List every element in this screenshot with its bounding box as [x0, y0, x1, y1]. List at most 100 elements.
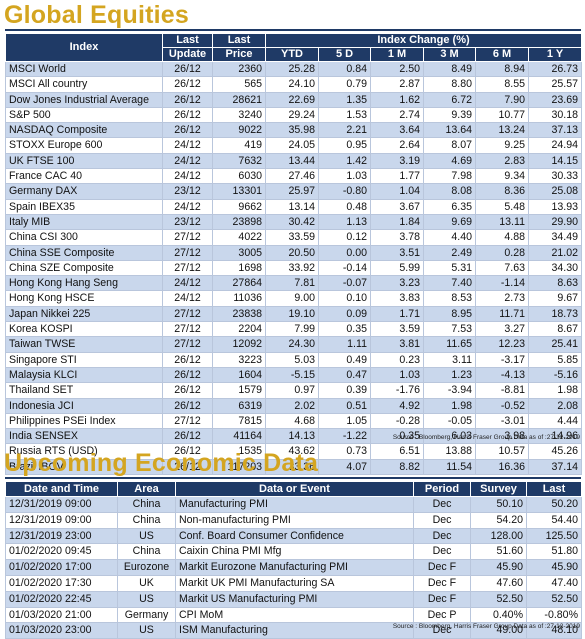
- 5d-change: 1.11: [318, 336, 371, 353]
- table-row: China CSI 300 27/12 4022 33.59 0.12 3.78 4.40 4…: [5, 229, 583, 246]
- last-update: 24/12: [162, 290, 213, 307]
- header-event: Data or Event: [175, 481, 414, 497]
- 1y-change: 30.33: [527, 168, 583, 185]
- table-row: Malaysia KLCI 26/12 1604 -5.15 0.47 1.03 1.23-…: [5, 366, 583, 384]
- 3m-change: 4.69: [423, 152, 476, 170]
- last-price: 28621: [212, 91, 266, 108]
- 6m-change: 7.63: [475, 259, 529, 277]
- last-update: 26/12: [162, 351, 213, 368]
- header-index: Index: [5, 33, 163, 62]
- 5d-change: 1.03: [318, 168, 371, 185]
- 5d-change: 0.95: [318, 137, 371, 154]
- 6m-change: -3.01: [475, 412, 529, 430]
- last-price: 117203: [212, 458, 266, 476]
- 1m-change: 3.81: [370, 336, 424, 353]
- table-row: Brazil IBOV 26/12 117203 33.36 4.07 8.82 11.54…: [5, 458, 583, 476]
- period: Dec: [413, 511, 471, 529]
- 6m-change: -4.13: [475, 366, 529, 384]
- period: Dec: [413, 496, 471, 513]
- last-update: 26/12: [162, 91, 213, 108]
- last-price: 1604: [212, 366, 266, 384]
- header-ytd: YTD: [265, 47, 319, 62]
- title-divider: [5, 477, 581, 479]
- 6m-change: 10.57: [475, 443, 529, 460]
- last-value: 50.20: [526, 496, 582, 513]
- area: China: [117, 496, 176, 513]
- 6m-change: 9.25: [475, 137, 529, 154]
- header-last-update: Last: [162, 33, 213, 48]
- 5d-change: 0.48: [318, 198, 371, 215]
- 6m-change: -3.17: [475, 351, 529, 368]
- 3m-change: 8.95: [423, 305, 476, 323]
- 1y-change: 34.30: [527, 259, 583, 277]
- 3m-change: 8.80: [423, 76, 476, 93]
- table-row: Thailand SET 26/12 1579 0.97 0.39 -1.76 -3.94-…: [5, 382, 583, 399]
- last-update: 24/12: [162, 168, 213, 185]
- index-name: MSCI World: [5, 60, 163, 78]
- 3m-change: 8.07: [423, 137, 476, 154]
- last-price: 3240: [212, 106, 266, 124]
- last-price: 23898: [212, 213, 266, 231]
- table-row: MSCI World 26/12 2360 25.28 0.84 2.50 8.49 8.94…: [5, 60, 583, 78]
- 1y-change: 14.15: [527, 152, 583, 170]
- period: Dec: [413, 543, 471, 561]
- 3m-change: 11.65: [423, 336, 476, 353]
- ytd-change: 27.46: [265, 168, 319, 185]
- index-name: Hong Kong HSCE: [5, 290, 163, 307]
- 1m-change: 1.04: [370, 183, 424, 200]
- last-update: 23/12: [162, 213, 213, 231]
- date-time: 01/03/2020 23:00: [5, 622, 118, 639]
- table-row: 12/31/2019 09:00 China Manufacturing PMI De…: [5, 496, 582, 513]
- header-last: Last: [526, 481, 582, 497]
- 1y-change: 13.93: [527, 198, 583, 215]
- last-price: 9022: [212, 122, 266, 139]
- survey-value: 49.00: [470, 622, 527, 639]
- 1m-change: 1.77: [370, 168, 424, 185]
- 3m-change: 13.64: [423, 122, 476, 139]
- last-price: 3223: [212, 351, 266, 368]
- last-update: 23/12: [162, 183, 213, 200]
- ytd-change: 7.99: [265, 321, 319, 338]
- ytd-change: 0.97: [265, 382, 319, 399]
- global-equities-table: Index Last Last Index Change (%) Update …: [5, 33, 583, 476]
- 3m-change: 13.88: [423, 443, 476, 460]
- event-name: ISM Manufacturing: [175, 622, 414, 639]
- 1y-change: 18.73: [527, 305, 583, 323]
- last-price: 1579: [212, 382, 266, 399]
- 3m-change: 7.53: [423, 321, 476, 338]
- 1y-change: 29.90: [527, 213, 583, 231]
- 6m-change: 8.55: [475, 76, 529, 93]
- last-update: 24/12: [162, 275, 213, 292]
- 5d-change: -1.22: [318, 428, 371, 445]
- 5d-change: 1.42: [318, 152, 371, 170]
- last-price: 23838: [212, 305, 266, 323]
- index-name: Korea KOSPI: [5, 321, 163, 338]
- 1m-change: 0.35: [370, 428, 424, 445]
- 3m-change: 7.98: [423, 168, 476, 185]
- 5d-change: 4.07: [318, 458, 371, 476]
- table-row: Indonesia JCI 26/12 6319 2.02 0.51 4.92 1.98 -0…: [5, 397, 583, 414]
- date-time: 01/02/2020 17:30: [5, 574, 118, 592]
- area: Eurozone: [117, 559, 176, 576]
- 1y-change: 1.98: [527, 382, 583, 399]
- index-name: Taiwan TWSE: [5, 336, 163, 353]
- 5d-change: 1.13: [318, 213, 371, 231]
- 1y-change: 24.94: [527, 137, 583, 154]
- index-name: S&P 500: [5, 106, 163, 124]
- 1y-change: 14.96: [527, 428, 583, 445]
- table-row: Russia RTS (USD) 26/12 1535 43.62 0.73 6.51 13…: [5, 443, 583, 460]
- table-row: Hong Kong Hang Seng 24/12 27864 7.81 -0.07 3.…: [5, 275, 583, 292]
- survey-value: 45.90: [470, 559, 527, 576]
- ytd-change: 5.03: [265, 351, 319, 368]
- table-row: Germany DAX 23/12 13301 25.97 -0.80 1.04 8.08 8…: [5, 183, 583, 200]
- ytd-change: 25.97: [265, 183, 319, 200]
- table-row: Singapore STI 26/12 3223 5.03 0.49 0.23 3.11 -3…: [5, 351, 583, 368]
- header-1m: 1 M: [370, 47, 424, 62]
- 3m-change: 3.11: [423, 351, 476, 368]
- 5d-change: 2.21: [318, 122, 371, 139]
- date-time: 01/02/2020 09:45: [5, 543, 118, 561]
- 1m-change: 1.84: [370, 213, 424, 231]
- 5d-change: 0.49: [318, 351, 371, 368]
- 3m-change: 9.69: [423, 213, 476, 231]
- 6m-change: -0.52: [475, 397, 529, 414]
